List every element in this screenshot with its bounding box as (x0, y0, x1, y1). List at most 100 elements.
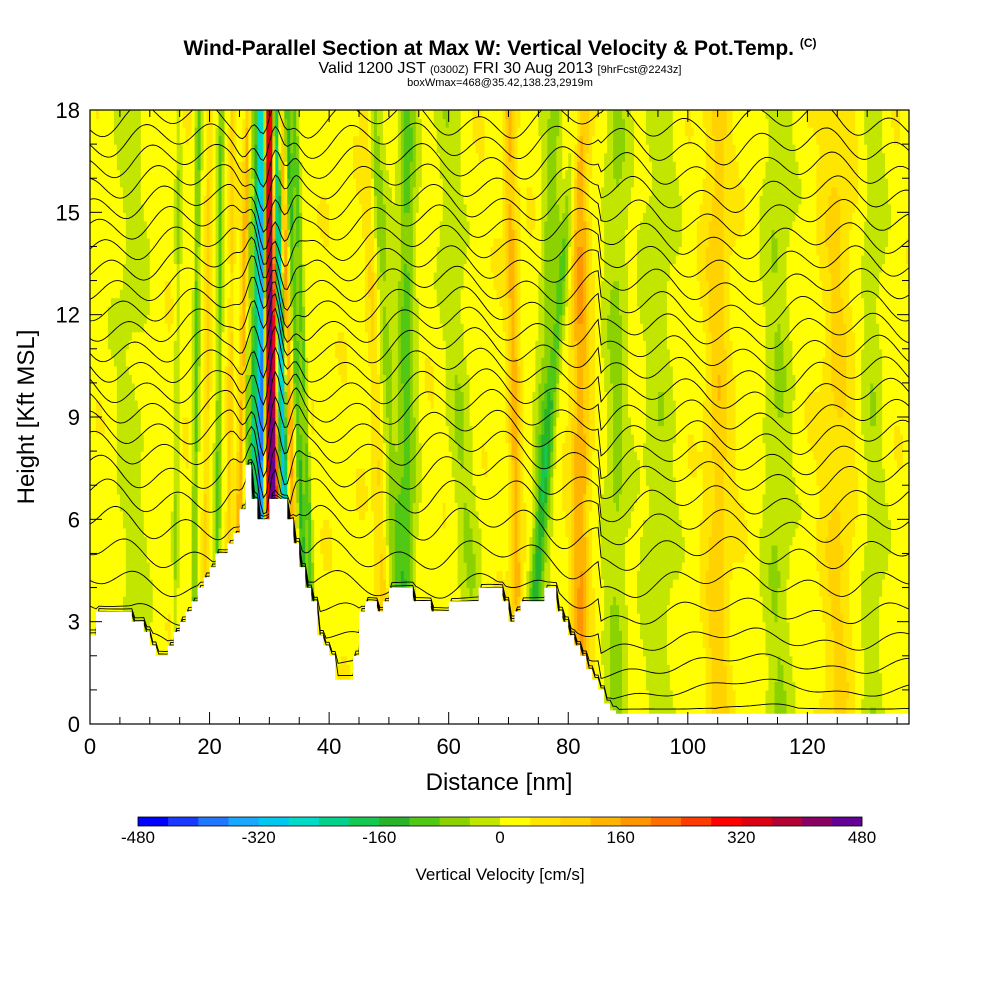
velocity-cell (795, 706, 800, 717)
velocity-cell (669, 630, 674, 640)
velocity-cell (583, 621, 587, 631)
velocity-cell (505, 587, 510, 597)
velocity-cell (894, 672, 898, 682)
velocity-cell (684, 647, 689, 657)
velocity-cell (517, 596, 522, 606)
velocity-cell (696, 630, 701, 640)
velocity-cell (373, 579, 378, 589)
velocity-cell (693, 681, 698, 691)
velocity-cell (837, 698, 841, 708)
velocity-cell (616, 706, 620, 717)
velocity-cell (128, 596, 133, 606)
velocity-cell (344, 613, 348, 623)
velocity-cell (813, 698, 817, 708)
velocity-cell (885, 638, 889, 648)
velocity-cell (717, 638, 722, 648)
velocity-cell (858, 681, 862, 691)
velocity-cell (699, 604, 704, 614)
velocity-cell (891, 630, 895, 640)
velocity-cell (164, 604, 169, 614)
velocity-cell (651, 587, 656, 597)
velocity-cell (816, 613, 820, 623)
velocity-cell (750, 664, 755, 674)
velocity-cell (774, 655, 779, 665)
velocity-cell (167, 613, 172, 623)
velocity-cell (433, 587, 438, 597)
velocity-cell (894, 638, 898, 648)
velocity-cell (798, 681, 802, 691)
velocity-cell (660, 596, 665, 606)
velocity-cell (759, 681, 764, 691)
velocity-cell (577, 621, 581, 631)
velocity-cell (876, 672, 880, 682)
velocity-cell (906, 630, 909, 640)
velocity-cell (634, 604, 638, 614)
velocity-cell (693, 630, 698, 640)
chart-title-tag: (C) (799, 36, 817, 50)
velocity-cell (592, 621, 596, 631)
velocity-cell (741, 647, 746, 657)
velocity-cell (810, 681, 814, 691)
velocity-cell (385, 587, 390, 597)
velocity-cell (634, 706, 638, 717)
velocity-cell (583, 647, 587, 657)
velocity-cell (598, 664, 602, 674)
velocity-cell (699, 664, 704, 674)
velocity-cell (738, 681, 743, 691)
velocity-cell (430, 596, 435, 606)
velocity-cell (637, 604, 641, 614)
velocity-cell (332, 587, 336, 597)
velocity-cell (855, 647, 859, 657)
velocity-cell (906, 672, 909, 682)
velocity-cell (370, 587, 375, 597)
velocity-cell (702, 638, 707, 648)
velocity-cell (693, 647, 698, 657)
velocity-cell (619, 706, 623, 717)
velocity-cell (888, 638, 892, 648)
velocity-cell (819, 706, 823, 717)
velocity-cell (152, 596, 157, 606)
velocity-cell (628, 613, 632, 623)
velocity-cell (642, 655, 647, 665)
velocity-cell (762, 604, 767, 614)
velocity-cell (604, 681, 608, 691)
velocity-cell (744, 698, 749, 708)
velocity-cell (732, 638, 737, 648)
velocity-cell (672, 672, 677, 682)
velocity-cell (134, 579, 139, 589)
velocity-cell (831, 689, 835, 700)
velocity-cell (675, 638, 680, 648)
velocity-cell (900, 630, 904, 640)
velocity-cell (382, 587, 387, 597)
velocity-cell (529, 587, 533, 597)
velocity-cell (876, 664, 880, 674)
velocity-cell (657, 638, 662, 648)
velocity-cell (678, 647, 683, 657)
velocity-cell (660, 647, 665, 657)
velocity-cell (155, 621, 160, 631)
velocity-cell (568, 604, 572, 614)
velocity-cell (726, 596, 731, 606)
velocity-cell (900, 604, 904, 614)
velocity-cell (598, 587, 602, 597)
velocity-cell (765, 681, 770, 691)
velocity-cell (783, 587, 788, 597)
velocity-cell (101, 587, 106, 597)
velocity-cell (589, 604, 593, 614)
velocity-cell (645, 596, 650, 606)
velocity-cell (648, 638, 653, 648)
velocity-cell (831, 596, 835, 606)
velocity-cell (373, 587, 378, 597)
velocity-cell (885, 596, 889, 606)
velocity-cell (795, 587, 800, 597)
velocity-cell (714, 587, 719, 597)
velocity-cell (771, 655, 776, 665)
velocity-cell (592, 587, 596, 597)
velocity-cell (146, 621, 151, 631)
velocity-cell (350, 579, 354, 589)
velocity-cell (684, 596, 689, 606)
velocity-cell (571, 613, 575, 623)
velocity-cell (164, 630, 169, 640)
velocity-cell (332, 638, 336, 648)
